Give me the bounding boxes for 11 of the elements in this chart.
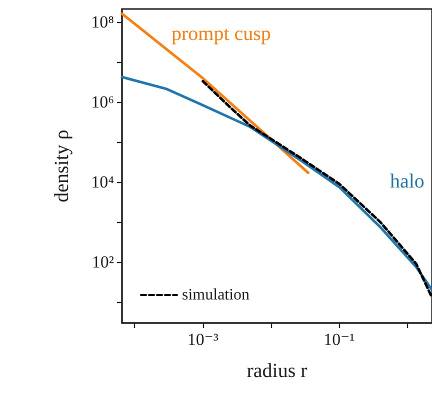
x-axis-title: radius r xyxy=(246,360,308,382)
x-tick-label: 10⁻¹ xyxy=(324,330,355,349)
legend-label: simulation xyxy=(182,286,250,304)
annotation: halo xyxy=(390,170,424,193)
y-axis-title: density ρ xyxy=(51,130,73,202)
annotation: prompt cusp xyxy=(171,23,271,46)
y-tick-label: 10⁴ xyxy=(91,172,114,192)
y-tick-label: 10⁸ xyxy=(91,12,114,32)
x-tick-label: 10⁻³ xyxy=(187,330,218,349)
y-tick-label: 10² xyxy=(92,252,114,272)
y-tick-label: 10⁶ xyxy=(91,92,114,112)
